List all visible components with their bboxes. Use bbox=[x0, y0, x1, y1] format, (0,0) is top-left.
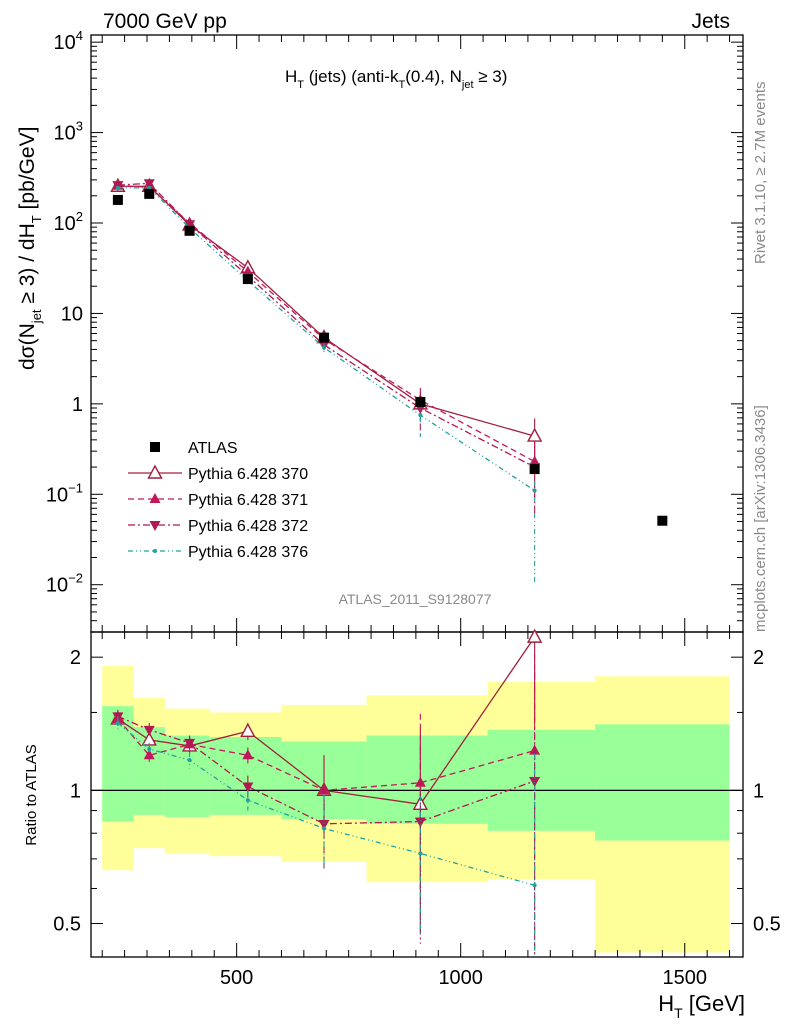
legend-label: ATLAS bbox=[188, 440, 238, 457]
main-series-4-point bbox=[115, 185, 120, 190]
ratio-frame bbox=[90, 631, 744, 958]
legend-label: Pythia 6.428 371 bbox=[188, 492, 308, 509]
legend-label: Pythia 6.428 370 bbox=[188, 466, 308, 483]
ratio-series-2-point bbox=[184, 738, 196, 749]
legend-label: Pythia 6.428 372 bbox=[188, 518, 308, 535]
legend-marker bbox=[147, 464, 163, 479]
main-ytick-label: 10−1 bbox=[46, 480, 83, 506]
main-series-2-line bbox=[117, 185, 535, 463]
legend-marker bbox=[153, 549, 157, 553]
main-ytick-label: 1 bbox=[72, 394, 83, 416]
main-series-0-point bbox=[184, 225, 195, 236]
uncertainty-band-green bbox=[487, 729, 596, 831]
main-series-0-point bbox=[144, 188, 155, 199]
ratio-ytick-label: 2 bbox=[70, 647, 81, 669]
main-series-4-point bbox=[418, 413, 423, 418]
ratio-series-0-point bbox=[240, 722, 256, 737]
main-series-0-point bbox=[242, 274, 253, 285]
header-left: 7000 GeV pp bbox=[103, 10, 227, 33]
legend-marker bbox=[150, 442, 160, 452]
ratio-series-3-point bbox=[532, 883, 537, 888]
ratio-xlabel: HT [GeV] bbox=[658, 991, 745, 1021]
ratio-panel: 500 1000 1500 0.5 0.5 1 1 2 2 bbox=[53, 628, 781, 989]
ratio-series-1-point bbox=[143, 749, 155, 760]
ratio-series-3-point bbox=[147, 747, 152, 752]
mcplots-label: mcplots.cern.ch [arXiv:1306.3436] bbox=[752, 405, 769, 632]
main-series-0-point bbox=[319, 332, 330, 343]
ratio-series-3-point bbox=[322, 826, 327, 831]
header-right: Jets bbox=[691, 10, 730, 33]
legend-marker bbox=[149, 493, 161, 503]
legend-marker bbox=[149, 521, 161, 531]
main-series-0-point bbox=[415, 396, 426, 407]
uncertainty-band-green bbox=[366, 735, 488, 824]
main-series-0-point bbox=[657, 515, 668, 526]
ratio-series-2-point bbox=[143, 725, 155, 736]
ratio-series-3-point bbox=[418, 851, 423, 856]
ratio-series-2-point bbox=[242, 782, 254, 793]
main-ytick-label: 10 bbox=[61, 303, 83, 325]
legend-label: Pythia 6.428 376 bbox=[188, 544, 308, 561]
ratio-ylabel: Ratio to ATLAS bbox=[23, 744, 40, 845]
ratio-series-0-point bbox=[526, 628, 543, 643]
main-ytick-label: 102 bbox=[54, 209, 83, 235]
main-series-3-line bbox=[117, 182, 535, 468]
ratio-ytick-label-right: 1 bbox=[753, 780, 764, 802]
ratio-ytick-label: 1 bbox=[70, 780, 81, 802]
main-ytick-label: 103 bbox=[54, 119, 83, 145]
main-series-4-point bbox=[322, 345, 327, 350]
ratio-ytick-label: 0.5 bbox=[53, 914, 81, 936]
ratio-series-3-point bbox=[245, 798, 250, 803]
ratio-series-3-point bbox=[115, 720, 120, 725]
main-series-3-point bbox=[184, 220, 196, 231]
main-series-4-point bbox=[532, 488, 537, 493]
main-series-0-point bbox=[529, 464, 540, 475]
uncertainty-band-green bbox=[595, 724, 730, 841]
main-ytick-label: 104 bbox=[54, 28, 83, 54]
main-series-4-point bbox=[147, 185, 152, 190]
ratio-series-2-point bbox=[318, 819, 330, 830]
ratio-xtick-label: 1500 bbox=[662, 967, 707, 989]
ratio-series-2-point bbox=[414, 817, 426, 828]
ratio-series-3-point bbox=[187, 758, 192, 763]
main-series-3-point bbox=[143, 179, 155, 190]
analysis-watermark: ATLAS_2011_S9128077 bbox=[339, 591, 492, 607]
legend: ATLAS Pythia 6.428 370 Pythia 6.428 371 Pyt… bbox=[128, 440, 308, 561]
main-series-0-point bbox=[112, 194, 123, 205]
rivet-label: Rivet 3.1.10, ≥ 2.7M events bbox=[752, 82, 769, 265]
ratio-series-1-point bbox=[242, 749, 254, 760]
main-title: HT (jets) (anti-kT(0.4), Njet ≥ 3) bbox=[285, 67, 507, 91]
main-series-1-line bbox=[117, 185, 535, 437]
ratio-ytick-label-right: 2 bbox=[753, 647, 764, 669]
ratio-xtick-label: 500 bbox=[220, 967, 253, 989]
main-frame bbox=[90, 34, 744, 633]
ratio-xtick-label: 1000 bbox=[438, 967, 483, 989]
main-ytick-label: 10−2 bbox=[46, 571, 83, 597]
ratio-ytick-label-right: 0.5 bbox=[753, 914, 781, 936]
main-series-1-point bbox=[526, 427, 543, 442]
main-ylabel: dσ(Njet ≥ 3) / dHT [pb/GeV] bbox=[16, 127, 44, 370]
